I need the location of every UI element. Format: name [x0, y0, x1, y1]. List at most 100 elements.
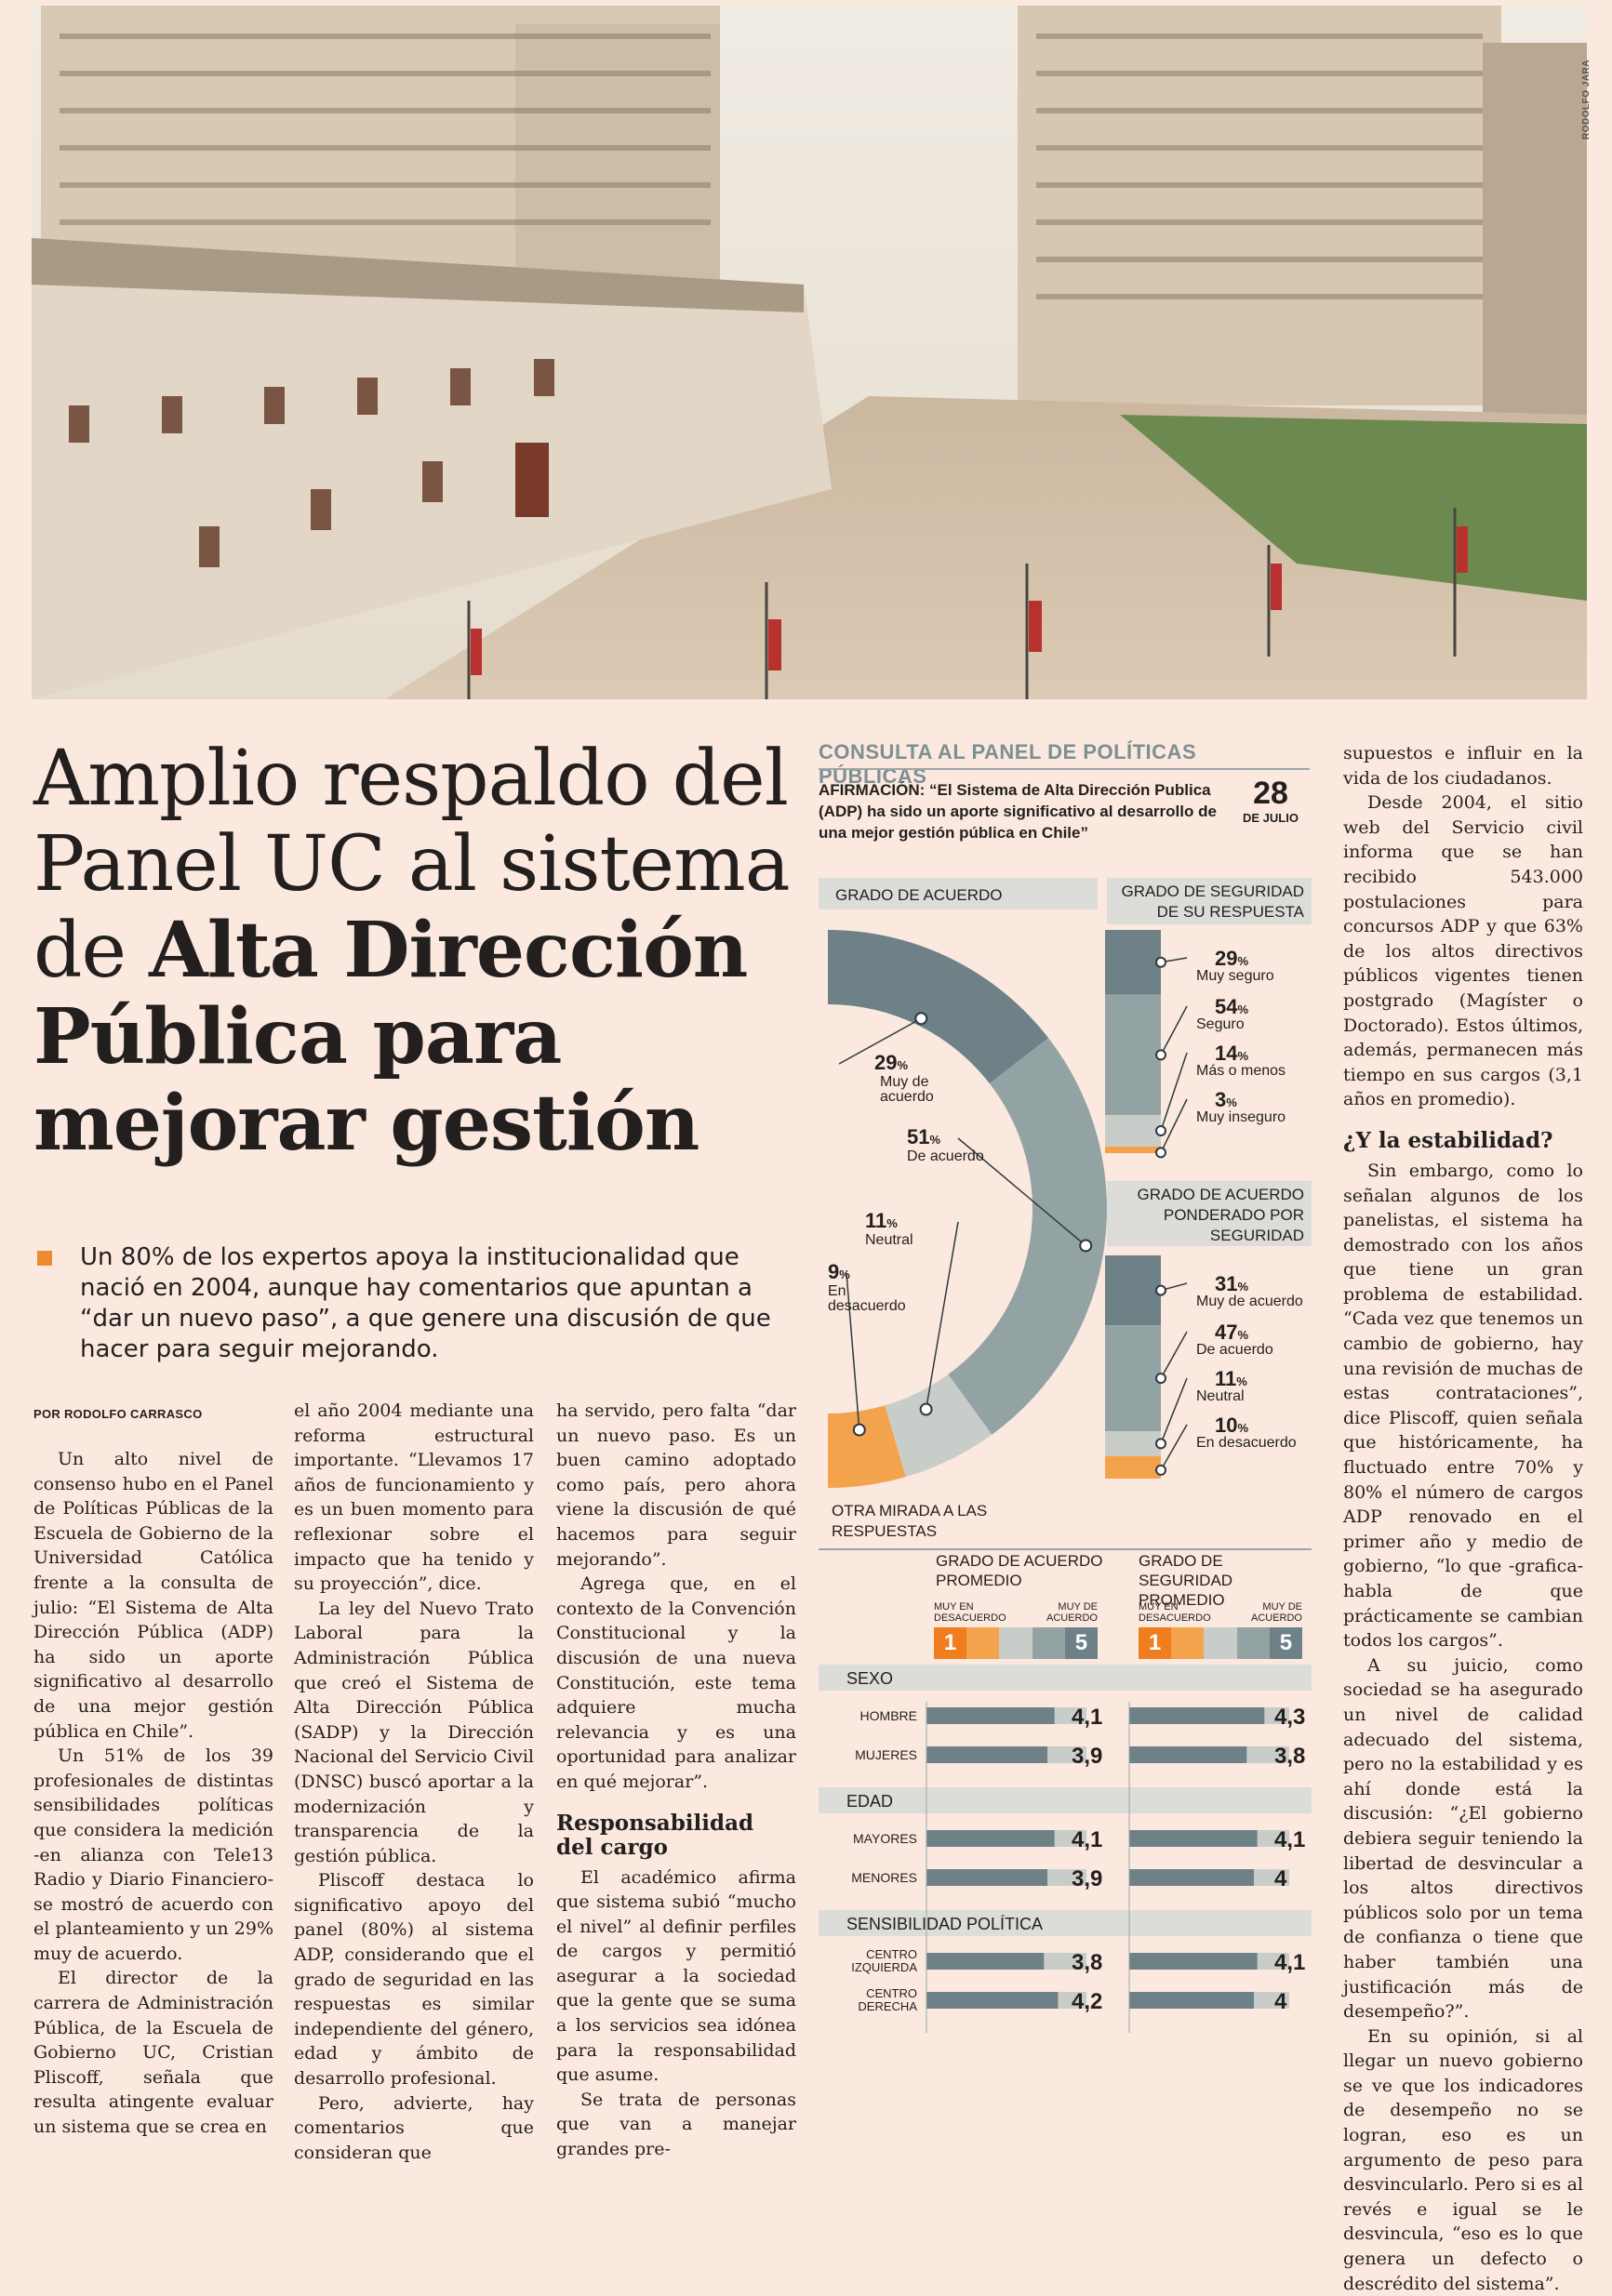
bar-segment-3 — [1105, 1455, 1161, 1479]
pct-label: 51% — [907, 1125, 940, 1148]
leader-line — [1160, 1331, 1188, 1379]
scale-4 — [1032, 1627, 1065, 1659]
category-label: Seguro — [1196, 1016, 1245, 1032]
paragraph: Desde 2004, el sitio web del Servicio ci… — [1343, 792, 1583, 1110]
pct-label: 29% — [874, 1051, 908, 1074]
pct-label: 31% — [1215, 1272, 1248, 1295]
category-label: Muy seguro — [1196, 968, 1274, 984]
paragraph: Un 51% de los 39 profesionales de distin… — [33, 1745, 273, 1964]
paragraph: supuestos e influir en la vida de los ci… — [1343, 743, 1583, 789]
photo-illustration — [32, 6, 1587, 699]
paragraph: A su juicio, como sociedad se ha asegura… — [1343, 1654, 1583, 2023]
headline-line5: mejorar gestión — [33, 1079, 699, 1168]
date-month: DE JULIO — [1243, 811, 1299, 825]
scale-left-label: MUY EN DESACUERDO — [934, 1601, 1006, 1624]
byline: POR RODOLFO CARRASCO — [33, 1407, 203, 1421]
value-label: 3,9 — [1072, 1744, 1102, 1769]
bar-seguridad — [1129, 1869, 1254, 1886]
pct-label: 54% — [1215, 995, 1248, 1018]
seguridad-header: GRADO DE SEGURIDAD DE SU RESPUESTA — [1107, 878, 1312, 924]
row-label: CENTRO — [866, 1947, 917, 1961]
paragraph: El director de la carrera de Administrac… — [33, 1968, 273, 2138]
bar-acuerdo — [926, 1830, 1055, 1847]
bar-segment-2 — [1105, 1115, 1161, 1147]
value-label: 4,2 — [1072, 1989, 1102, 2014]
category-label: Más o menos — [1196, 1063, 1286, 1079]
leader-line — [925, 1221, 959, 1410]
pct-label: 47% — [1215, 1321, 1248, 1344]
pct-label: 14% — [1215, 1042, 1248, 1065]
value-label: 4,1 — [1072, 1705, 1102, 1730]
bar-seguridad — [1129, 1953, 1258, 1970]
headline-line3-bold: Alta Dirección — [149, 906, 748, 995]
photo-credit: RODOLFO JARA — [1581, 60, 1592, 139]
scale-key-seguridad: MUY EN DESACUERDO MUY DE ACUERDO 1 5 — [1139, 1601, 1303, 1659]
article-column-3: ha servido, pero falta “dar un nuevo pas… — [556, 1399, 796, 2162]
leader-dot — [919, 1402, 933, 1416]
bar-remainder — [1246, 1746, 1289, 1763]
bar-segment-0 — [1105, 1255, 1161, 1326]
pct-label: 11% — [1215, 1367, 1247, 1390]
lead-text: Un 80% de los expertos apoya la instituc… — [80, 1243, 771, 1363]
headline-line1: Amplio respaldo del — [33, 735, 789, 823]
category-label: En — [828, 1283, 846, 1299]
section-band — [819, 1787, 1312, 1813]
category-label: En desacuerdo — [1196, 1435, 1297, 1451]
paragraph: Sin embargo, como lo señalan algunos de … — [1343, 1160, 1583, 1652]
leader-line — [846, 1272, 860, 1430]
scale-3 — [1204, 1627, 1237, 1659]
section-label: EDAD — [846, 1792, 893, 1811]
bar-segment-0 — [1105, 930, 1161, 995]
scale-right-label: MUY DE ACUERDO — [1046, 1601, 1098, 1624]
bar-remainder — [1047, 1746, 1086, 1763]
leader-dot — [1079, 1239, 1093, 1253]
leader-dot — [1155, 1125, 1166, 1136]
date-day: 28 — [1253, 776, 1288, 811]
category-label: Muy de — [880, 1074, 929, 1090]
paragraph: En su opinión, si al llegar un nuevo gob… — [1343, 2025, 1583, 2294]
leader-line — [1160, 1098, 1188, 1153]
donut-slice-0 — [828, 930, 1049, 1084]
leader-line — [838, 1017, 922, 1065]
value-label: 4,1 — [1274, 1827, 1305, 1852]
section-band — [819, 1665, 1312, 1691]
leader-line — [1160, 1424, 1188, 1471]
article-column-2: el año 2004 mediante una reforma estruct… — [294, 1399, 534, 2165]
bar-remainder — [1257, 1830, 1289, 1847]
section-label: SENSIBILIDAD POLÍTICA — [846, 1915, 1043, 1933]
bar-remainder — [1044, 1953, 1086, 1970]
leader-line — [1160, 1377, 1188, 1444]
leader-line — [957, 1137, 1086, 1247]
affirmation: AFIRMACIÓN: “El Sistema de Alta Direcció… — [819, 781, 1217, 842]
headline-line4: Pública para — [33, 992, 562, 1082]
bar-segment-2 — [1105, 1431, 1161, 1456]
leader-line — [1160, 1052, 1188, 1132]
bar-remainder — [1058, 1992, 1086, 2009]
row-label: MENORES — [851, 1870, 917, 1885]
scale-3 — [999, 1627, 1032, 1659]
value-label: 4,1 — [1274, 1950, 1305, 1975]
bar-acuerdo — [926, 1707, 1055, 1724]
bar-segment-3 — [1105, 1146, 1161, 1153]
paragraph: Un alto nivel de consenso hubo en el Pan… — [33, 1449, 273, 1742]
value-label: 4 — [1274, 1989, 1287, 2014]
section-band — [819, 1910, 1312, 1936]
paragraph: Agrega que, en el contexto de la Convenc… — [556, 1573, 796, 1792]
pct-label: 11% — [865, 1209, 898, 1232]
divider — [819, 1548, 1312, 1550]
seguridad-stacked-bar: 29%Muy seguro 54%Seguro 14%Más o menos 3%Mu… — [1105, 930, 1286, 1159]
bar-acuerdo — [926, 1869, 1048, 1886]
donut-slice-2 — [885, 1374, 993, 1478]
scale-5: 5 — [1064, 1627, 1099, 1659]
category-label: Neutral — [865, 1232, 913, 1248]
la-moneda-photo — [32, 6, 1587, 699]
paragraph: La ley del Nuevo Trato Laboral para la A… — [294, 1598, 534, 1866]
leader-dot — [1155, 956, 1166, 968]
scale-left-label: MUY EN DESACUERDO — [1139, 1601, 1211, 1624]
bar-segment-1 — [1105, 994, 1161, 1116]
bar-remainder — [1264, 1707, 1289, 1724]
leader-line — [1160, 1005, 1188, 1055]
bar-seguridad — [1129, 1992, 1254, 2009]
scale-1: 1 — [934, 1627, 967, 1659]
scale-key-acuerdo: MUY EN DESACUERDO MUY DE ACUERDO 1 5 — [934, 1601, 1099, 1659]
